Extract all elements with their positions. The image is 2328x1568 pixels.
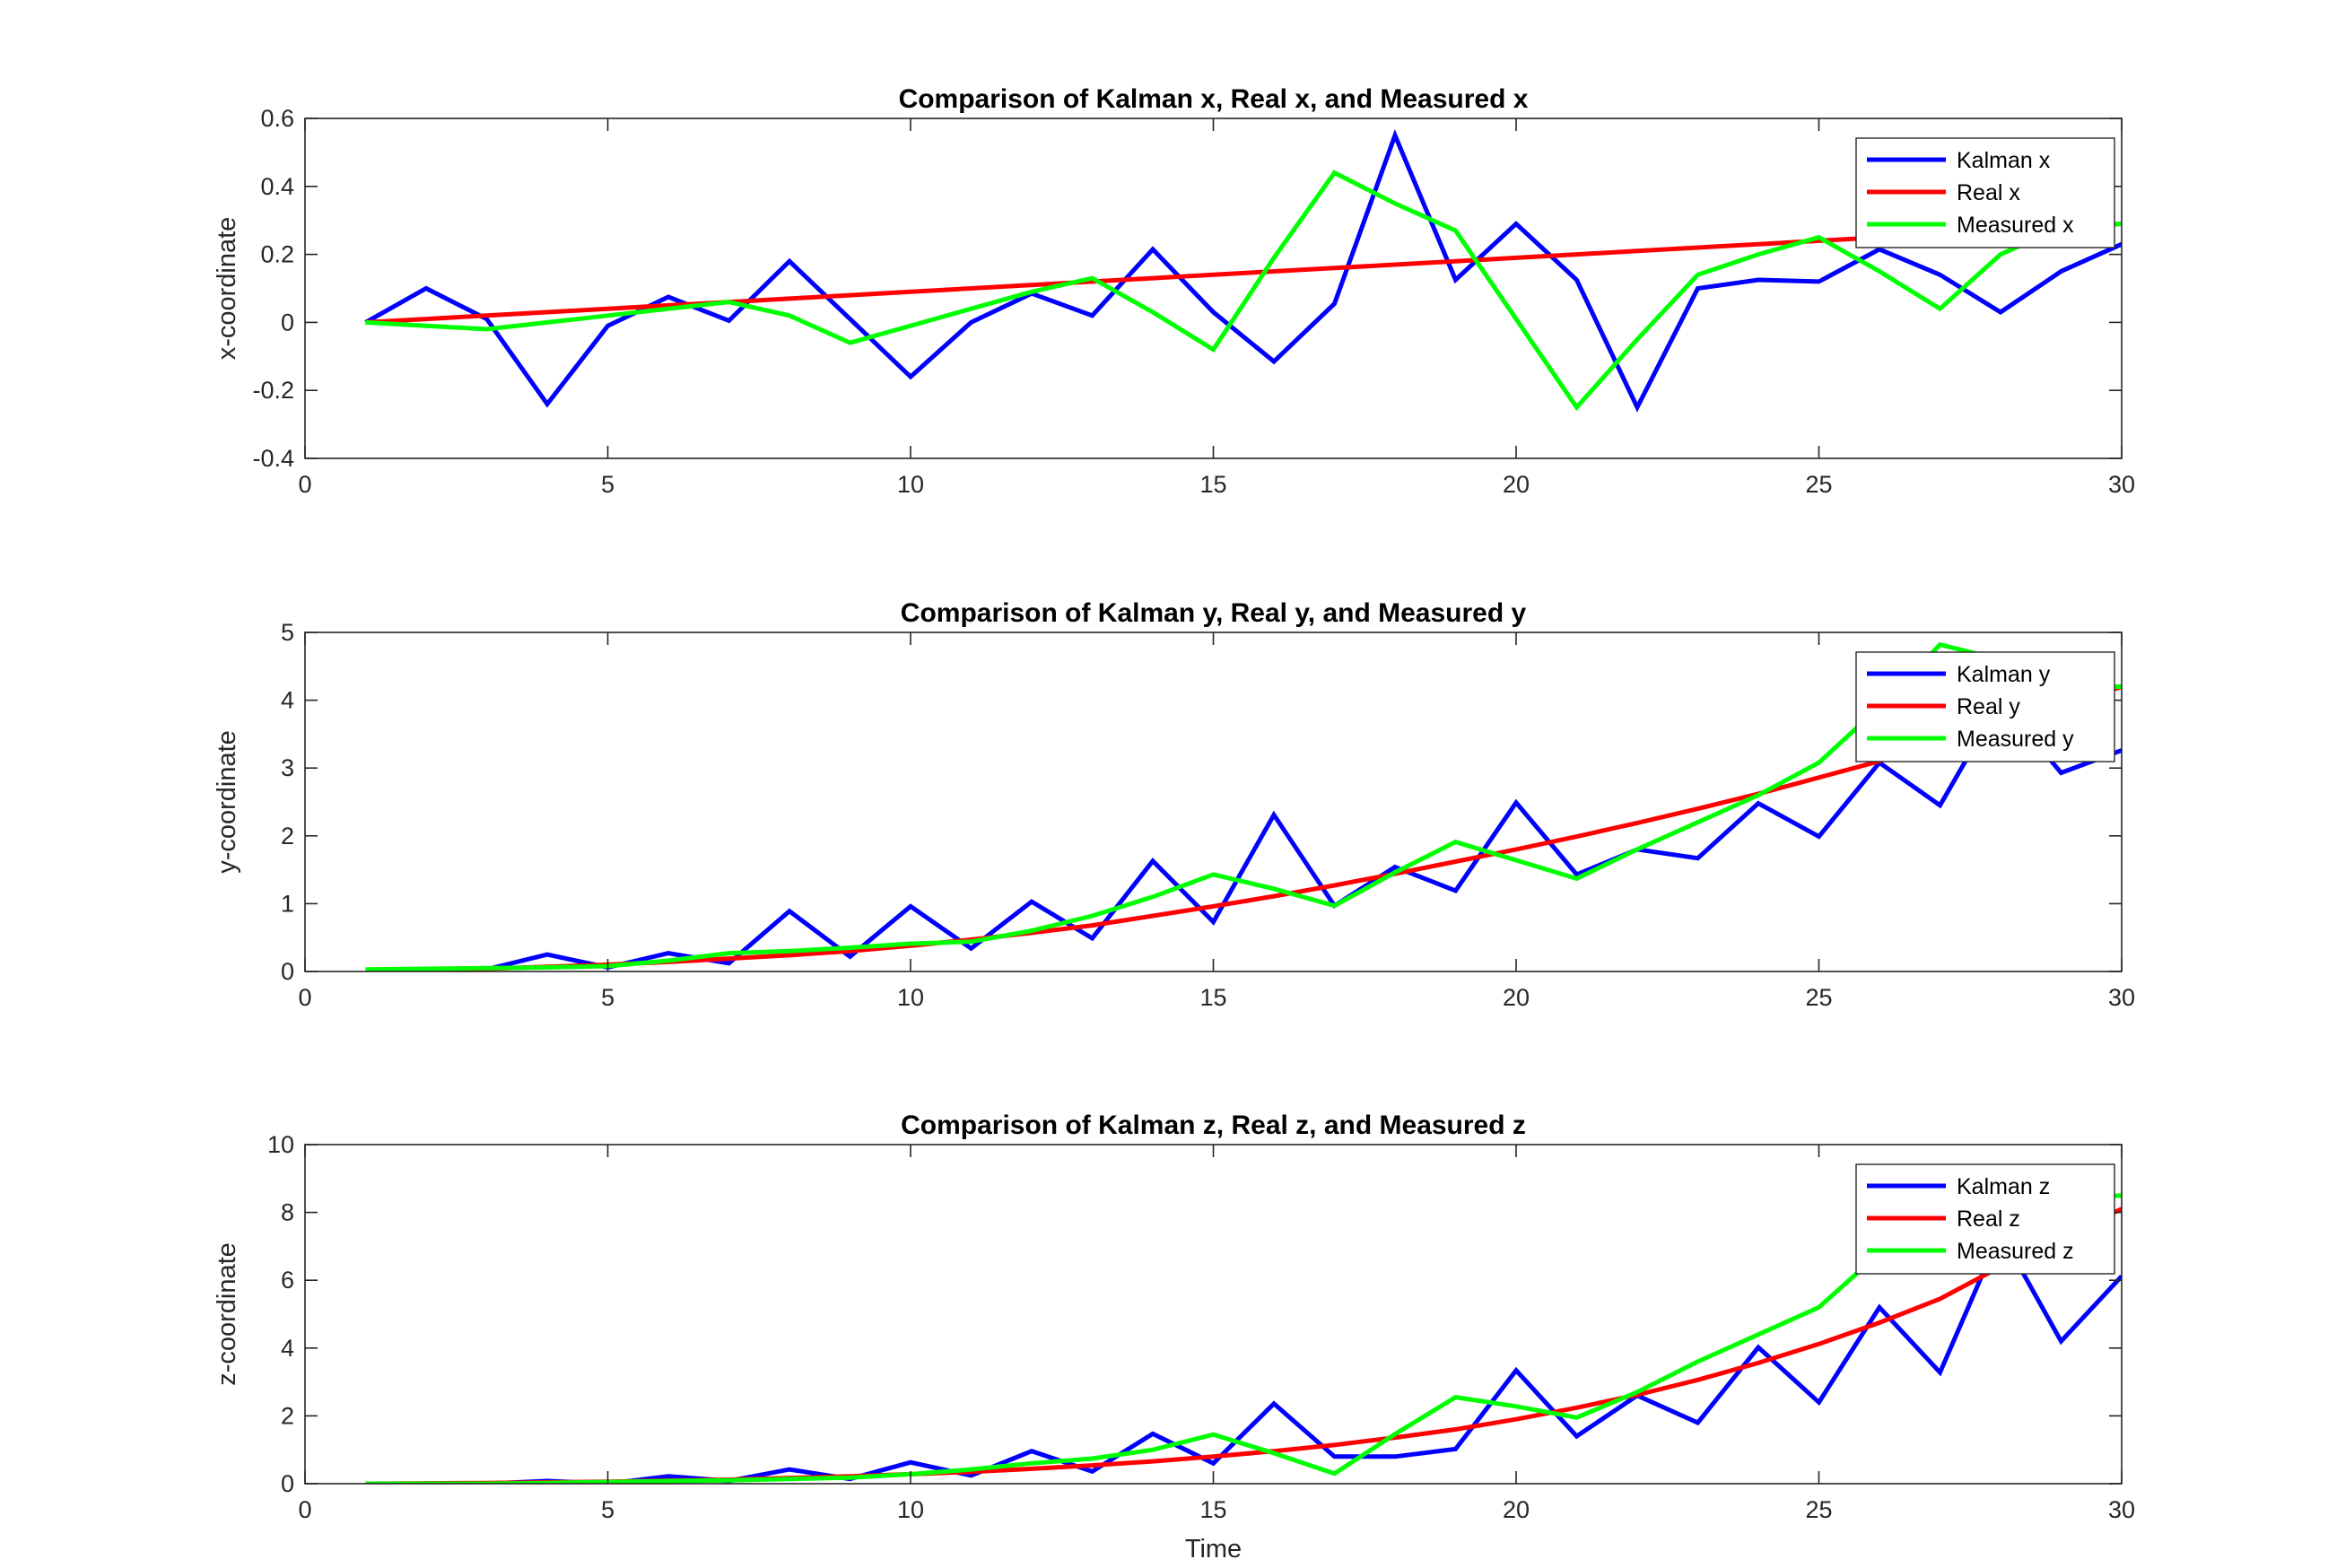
legend-entry: Real y <box>1957 694 2020 719</box>
y-tick-label: -0.4 <box>252 445 294 472</box>
series-line-real-x <box>365 222 2122 325</box>
y-tick-label: 0 <box>281 1470 294 1497</box>
x-tick-label: 0 <box>298 471 311 498</box>
legend: Kalman y Real y Measured y <box>1855 651 2115 762</box>
legend-entry: Measured z <box>1957 1239 2074 1264</box>
y-tick-label: 10 <box>267 1131 294 1158</box>
y-axis-label: x-coordinate <box>213 217 241 361</box>
y-tick-label: 4 <box>281 1335 294 1362</box>
legend-entry: Kalman z <box>1957 1174 2050 1199</box>
x-tick-label: 20 <box>1503 471 1530 498</box>
x-tick-label: 0 <box>298 1496 311 1523</box>
x-tick-label: 25 <box>1805 471 1832 498</box>
x-tick-label: 15 <box>1199 1496 1226 1523</box>
x-tick-label: 10 <box>897 471 924 498</box>
series-line-measured-x <box>365 170 2122 412</box>
x-tick-label: 15 <box>1199 984 1226 1011</box>
chart-title: Comparison of Kalman y, Real y, and Meas… <box>901 598 1527 628</box>
x-tick-label: 25 <box>1805 1496 1832 1523</box>
y-tick-label: 0.2 <box>260 241 294 268</box>
y-tick-label: 6 <box>281 1267 294 1294</box>
x-tick-label: 5 <box>601 471 615 498</box>
x-tick-label: 10 <box>897 984 924 1011</box>
legend-entry: Measured y <box>1957 727 2074 752</box>
x-tick-label: 10 <box>897 1496 924 1523</box>
y-tick-label: 0.6 <box>260 105 294 132</box>
plot-area <box>305 118 2122 458</box>
legend: Kalman x Real x Measured x <box>1855 137 2115 248</box>
x-tick-label: 30 <box>2108 984 2135 1011</box>
y-axis-label: z-coordinate <box>213 1242 241 1386</box>
subplot-2: 0 5 10 15 20 25 30 0 1 2 3 4 5 Comparison of Kalman y… <box>213 598 2135 1011</box>
chart-title: Comparison of Kalman x, Real x, and Meas… <box>899 84 1529 114</box>
y-tick-label: 2 <box>281 823 294 849</box>
series-line-measured-y <box>365 641 2122 971</box>
y-tick-label: 8 <box>281 1199 294 1226</box>
series-line-kalman-y <box>365 696 2122 971</box>
x-tick-label: 20 <box>1503 1496 1530 1523</box>
y-tick-label: 0 <box>281 958 294 985</box>
y-axis-label: y-coordinate <box>213 730 241 874</box>
y-tick-label: 1 <box>281 890 294 917</box>
x-axis-label: Time <box>1185 1535 1242 1564</box>
y-tick-label: 5 <box>281 619 294 646</box>
plot-area <box>305 1145 2122 1484</box>
x-tick-label: 30 <box>2108 471 2135 498</box>
y-tick-label: 4 <box>281 687 294 714</box>
x-tick-label: 20 <box>1503 984 1530 1011</box>
y-tick-label: 2 <box>281 1402 294 1429</box>
legend-entry: Kalman y <box>1957 662 2051 687</box>
y-tick-label: 0.4 <box>260 173 294 200</box>
x-tick-label: 0 <box>298 984 311 1011</box>
legend-entry: Real z <box>1957 1206 2020 1232</box>
x-tick-label: 15 <box>1199 471 1226 498</box>
x-tick-label: 30 <box>2108 1496 2135 1523</box>
plot-area <box>305 632 2122 971</box>
chart-title: Comparison of Kalman z, Real z, and Meas… <box>901 1111 1526 1140</box>
legend-entry: Measured x <box>1957 213 2074 238</box>
y-tick-label: -0.2 <box>252 377 294 404</box>
series-line-kalman-z <box>365 1227 2122 1484</box>
x-tick-label: 25 <box>1805 984 1832 1011</box>
legend-entry: Real x <box>1957 180 2020 205</box>
subplot-3: 0 5 10 15 20 25 30 0 2 4 6 8 10 Comparison of Kalman … <box>213 1111 2135 1564</box>
y-tick-label: 3 <box>281 754 294 781</box>
x-tick-label: 5 <box>601 984 615 1011</box>
legend-entry: Kalman x <box>1957 148 2051 173</box>
y-tick-label: 0 <box>281 309 294 335</box>
series-line-measured-z <box>365 1193 2122 1484</box>
series-line-kalman-x <box>364 129 2122 413</box>
legend: Kalman z Real z Measured z <box>1855 1163 2115 1275</box>
subplot-1: 0 5 10 15 20 25 30 -0.4 -0.2 0 0.2 0.4 0.6 Comparison… <box>213 84 2135 498</box>
x-tick-label: 5 <box>601 1496 615 1523</box>
